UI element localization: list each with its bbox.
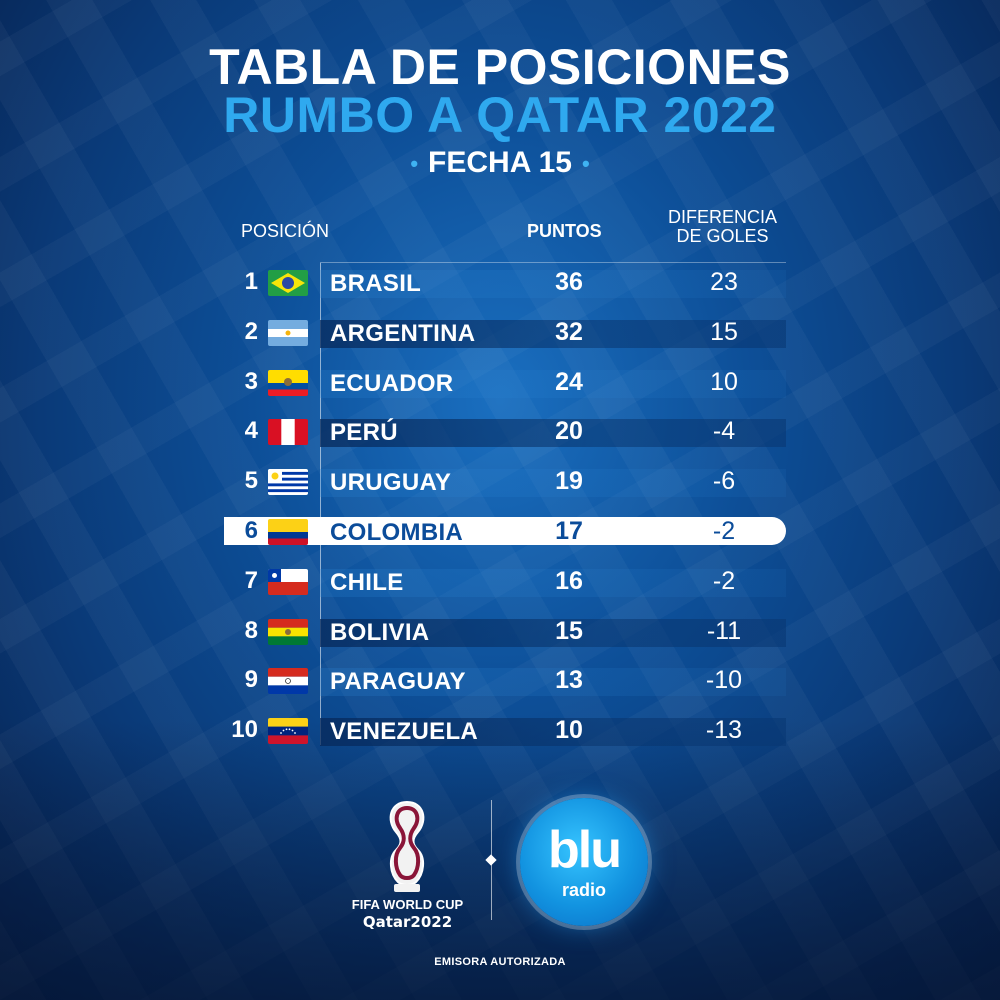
team-name-cell: PARAGUAY [330, 668, 466, 696]
points-cell: 32 [555, 317, 583, 346]
points-cell: 15 [555, 616, 583, 645]
blu-radio-logo: blu radio [520, 798, 648, 926]
round-text: FECHA 15 [428, 146, 572, 179]
colombia-flag-icon [268, 519, 308, 545]
table-row: 8 BOLIVIA 15 -11 [224, 613, 786, 649]
row-band [320, 618, 786, 647]
blu-radio-logo-sub: radio [561, 880, 606, 900]
team-name-cell: CHILE [330, 568, 404, 596]
venezuela-flag-icon [268, 718, 308, 745]
team-name-cell: COLOMBIA [330, 519, 464, 546]
table-divider [320, 263, 321, 745]
world-cup-logo-text: FIFA WORLD CUP [351, 897, 464, 912]
column-header-points: PUNTOS [527, 221, 602, 241]
table-row: 1 BRASIL 36 23 [224, 264, 786, 300]
position-cell: 3 [244, 367, 258, 395]
highlight-band [224, 517, 786, 545]
column-header-goal-difference-line1: DIFERENCIA [667, 207, 777, 227]
table-row: 6 COLOMBIA 17 -2 [224, 513, 786, 549]
position-cell: 8 [244, 616, 258, 644]
table-row: 4 PERÚ 20 -4 [224, 413, 786, 449]
brazil-flag-icon [268, 270, 308, 296]
goal-difference-cell: -11 [706, 616, 742, 645]
row-band [320, 668, 786, 697]
row-band [320, 568, 786, 597]
goal-difference-cell: -4 [712, 417, 736, 446]
position-cell: 5 [244, 467, 258, 495]
position-cell: 1 [244, 268, 258, 295]
table-top-rule [320, 262, 786, 263]
table-row: 3 ECUADOR 24 10 [224, 364, 786, 400]
goal-difference-cell: -2 [712, 517, 736, 545]
position-cell: 10 [231, 716, 258, 744]
paraguay-flag-icon [268, 668, 308, 695]
footer-text: EMISORA AUTORIZADA [434, 956, 566, 968]
team-name-cell: ARGENTINA [330, 319, 476, 347]
table-row: 2 ARGENTINA 32 15 [224, 314, 786, 350]
team-name-cell: BRASIL [330, 270, 422, 297]
team-name-cell: PERÚ [330, 419, 398, 447]
points-cell: 36 [555, 268, 583, 296]
team-name-cell: VENEZUELA [330, 718, 479, 746]
points-cell: 24 [555, 367, 583, 396]
goal-difference-cell: 23 [710, 268, 738, 296]
bullet-icon: • [410, 151, 419, 177]
position-cell: 6 [244, 517, 258, 544]
blu-radio-logo-name: blu [548, 821, 622, 879]
bullet-icon: • [581, 151, 590, 177]
points-cell: 16 [555, 566, 583, 595]
column-header-goal-difference: DIFERENCIA DE GOLES [650, 208, 795, 246]
points-cell: 20 [555, 417, 583, 446]
team-name-cell: ECUADOR [330, 369, 454, 397]
goal-difference-cell: 10 [710, 367, 738, 396]
points-cell: 19 [555, 467, 583, 496]
points-cell: 10 [555, 716, 583, 745]
bolivia-flag-icon [268, 618, 308, 645]
position-cell: 7 [244, 566, 258, 594]
position-cell: 9 [244, 666, 258, 694]
row-band [320, 469, 786, 498]
world-cup-trophy-icon [372, 798, 442, 896]
row-band [320, 419, 786, 448]
row-band [320, 369, 786, 398]
background-shade [0, 720, 1000, 1000]
argentina-flag-icon [268, 319, 308, 346]
round-label: • FECHA 15 • [0, 146, 1000, 180]
chile-flag-icon [268, 568, 308, 595]
goal-difference-cell: -6 [712, 467, 736, 496]
table-row: 5 URUGUAY 19 -6 [224, 463, 786, 499]
position-cell: 2 [244, 317, 258, 345]
world-cup-logo-subtext: Qatar2022 [362, 913, 453, 931]
points-cell: 17 [555, 517, 583, 545]
row-band [320, 270, 786, 298]
table-row: 10 VENEZUELA 10 -13 [224, 712, 786, 748]
column-header-goal-difference-line2: DE GOLES [676, 226, 769, 246]
team-name-cell: URUGUAY [330, 469, 452, 497]
row-band [320, 319, 786, 348]
goal-difference-cell: -10 [705, 666, 743, 695]
column-header-position: POSICIÓN [241, 221, 330, 241]
page-title: TABLA DE POSICIONES [209, 39, 791, 95]
row-band [320, 718, 786, 747]
table-row: 7 CHILE 16 -2 [224, 563, 786, 599]
goal-difference-cell: -2 [712, 566, 736, 595]
goal-difference-cell: -13 [705, 716, 743, 745]
page-subtitle: RUMBO A QATAR 2022 [223, 87, 777, 143]
uruguay-flag-icon [268, 469, 308, 496]
table-row: 9 PARAGUAY 13 -10 [224, 662, 786, 698]
goal-difference-cell: 15 [710, 317, 738, 346]
peru-flag-icon [268, 419, 308, 446]
points-cell: 13 [555, 666, 583, 695]
team-name-cell: BOLIVIA [330, 618, 430, 646]
position-cell: 4 [244, 417, 258, 445]
ecuador-flag-icon [268, 369, 308, 396]
